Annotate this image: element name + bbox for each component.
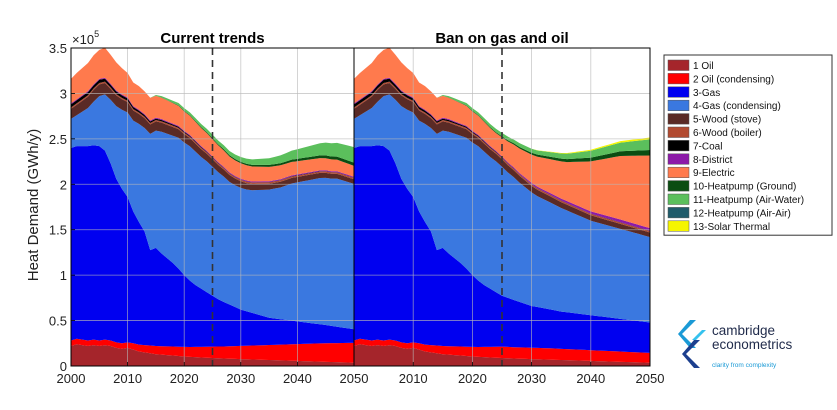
logo-name-line-2: econometrics [712, 337, 793, 352]
legend-swatch [667, 220, 690, 232]
chart-ban-on-gas-and-oil: Ban on gas and oil 2010 2020 2030 2040 2050 [353, 30, 665, 386]
y-tick-label: 2 [60, 177, 67, 192]
x-tick-label: 2050 [636, 371, 665, 386]
chart-title: Ban on gas and oil [435, 30, 568, 47]
legend-swatch [667, 126, 690, 138]
plot-frame [353, 47, 651, 367]
x-tick-label: 2010 [113, 371, 142, 386]
y-tick-label: 1 [60, 268, 67, 283]
legend-label: 1 Oil [693, 61, 714, 72]
legend-label: 3-Gas [693, 88, 720, 99]
legend-frame [663, 54, 833, 236]
area-series-4-gas-condensing [71, 94, 354, 330]
legend-swatch [667, 86, 690, 98]
legend-swatch [667, 113, 690, 125]
cambridge-econometrics-logo-icon [678, 320, 706, 368]
x-tick-label: 2020 [458, 371, 487, 386]
legend-label: 13-Solar Thermal [693, 222, 770, 233]
legend-swatch [667, 153, 690, 165]
legend-label: 10-Heatpump (Ground) [693, 182, 796, 193]
legend-label: 12-Heatpump (Air-Air) [693, 208, 791, 219]
y-tick-label: 2.5 [49, 132, 67, 147]
legend-swatch [667, 207, 690, 219]
legend-label: 5-Wood (stove) [693, 115, 761, 126]
legend-swatch [667, 180, 690, 192]
x-tick-label: 2000 [57, 371, 86, 386]
logo-name: cambridge econometrics [712, 324, 792, 352]
x-tick-label: 2050 [340, 371, 369, 386]
area-series-1-oil [354, 344, 650, 366]
legend-label: 6-Wood (boiler) [693, 128, 762, 139]
area-series-3-gas [71, 145, 354, 348]
legend-swatch [667, 193, 690, 205]
chart-legend: 1 Oil 2 Oil (condensing) 3-Gas 4-Gas (conde… [663, 54, 833, 236]
legend-swatch [667, 140, 690, 152]
legend-swatch [667, 166, 690, 178]
y-tick-label: 0.5 [49, 314, 67, 329]
chart-title: Current trends [160, 30, 264, 47]
y-tick-label: 1.5 [49, 223, 67, 238]
x-tick-label: 2040 [283, 371, 312, 386]
y-tick-label: 3 [60, 86, 67, 101]
legend-label: 4-Gas (condensing) [693, 101, 781, 112]
legend-label: 2 Oil (condensing) [693, 74, 774, 85]
area-series-9-electric [71, 47, 354, 182]
x-tick-label: 2030 [226, 371, 255, 386]
x-tick-label: 2020 [170, 371, 199, 386]
cambridge-econometrics-logo: cambridge econometrics clarity from comp… [676, 318, 834, 380]
y-axis-label: Heat Demand (GWh/y) [25, 129, 42, 282]
y-axis-multiplier: ×105 [72, 29, 99, 47]
area-series-11-heatpump-air-water [71, 47, 354, 165]
y-tick-label: 3.5 [49, 41, 67, 56]
x-tick-label: 2010 [399, 371, 428, 386]
legend-label: 7-Coal [693, 141, 722, 152]
legend-label: 8-District [693, 155, 733, 166]
y-tick-label: 0 [60, 359, 67, 374]
legend-swatch [667, 59, 690, 71]
area-series-3-gas [354, 145, 650, 353]
logo-name-line-1: cambridge [712, 323, 776, 338]
legend-swatch [667, 99, 690, 111]
area-series-11-heatpump-air-water [354, 47, 650, 160]
legend-label: 9-Electric [693, 168, 735, 179]
area-series-1-oil [71, 344, 354, 366]
x-tick-label: 2030 [517, 371, 546, 386]
legend-label: 11-Heatpump (Air-Water) [693, 195, 804, 206]
x-tick-label: 2040 [576, 371, 605, 386]
chart-current-trends: Current trends 2000 2010 2020 2030 2040 2050 0 0… [49, 30, 369, 386]
logo-tagline: clarity from complexity [712, 362, 777, 369]
legend-swatch [667, 73, 690, 85]
